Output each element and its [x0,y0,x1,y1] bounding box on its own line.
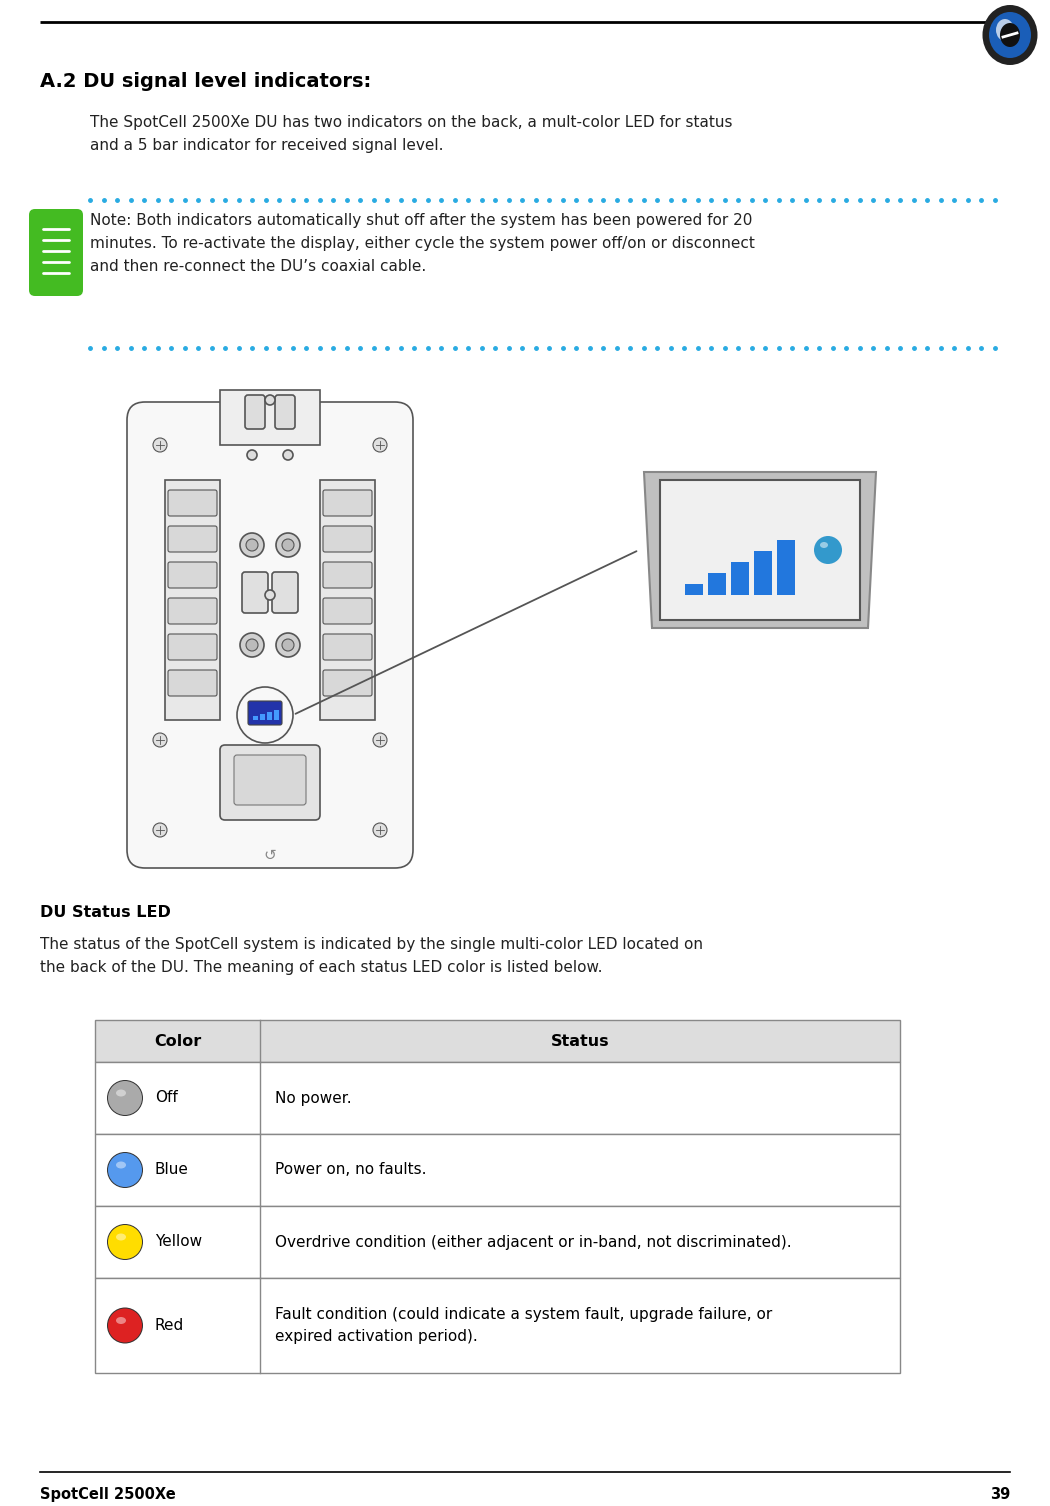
Ellipse shape [1000,23,1020,47]
FancyBboxPatch shape [168,598,217,623]
Circle shape [107,1080,143,1116]
Bar [220,390,320,444]
FancyBboxPatch shape [168,489,217,517]
Bar [253,715,258,720]
Text: Overdrive condition (either adjacent or in-band, not discriminated).: Overdrive condition (either adjacent or … [275,1235,792,1250]
Circle shape [107,1224,143,1261]
Text: ↺: ↺ [264,848,276,863]
Text: A.2 DU signal level indicators:: A.2 DU signal level indicators: [40,72,372,90]
Ellipse shape [996,20,1014,41]
FancyBboxPatch shape [323,598,372,623]
Circle shape [276,533,300,557]
Text: Power on, no faults.: Power on, no faults. [275,1163,426,1178]
Ellipse shape [989,12,1031,59]
Text: SpotCell 2500Xe: SpotCell 2500Xe [40,1486,175,1501]
Text: Red: Red [155,1318,184,1333]
Text: No power.: No power. [275,1090,352,1105]
Bar [685,584,704,595]
Circle shape [153,822,167,837]
Circle shape [276,633,300,657]
Bar [165,480,220,720]
Circle shape [247,450,257,459]
Bar [320,480,375,720]
Circle shape [265,395,275,405]
Bar [274,709,279,720]
FancyBboxPatch shape [168,526,217,553]
Circle shape [240,633,264,657]
Circle shape [373,438,387,452]
FancyBboxPatch shape [275,395,295,429]
FancyBboxPatch shape [168,562,217,587]
Circle shape [282,639,294,651]
Circle shape [108,1309,142,1342]
Circle shape [284,450,293,459]
Bar [94,1062,900,1134]
Text: Status: Status [550,1033,609,1048]
Circle shape [282,539,294,551]
FancyBboxPatch shape [323,670,372,696]
Ellipse shape [116,1233,126,1241]
Text: Blue: Blue [155,1163,189,1178]
Text: Color: Color [154,1033,202,1048]
Bar [94,1134,900,1206]
Ellipse shape [983,5,1037,65]
Bar [94,1020,900,1062]
Circle shape [153,438,167,452]
FancyBboxPatch shape [29,209,83,297]
Circle shape [108,1224,142,1259]
FancyBboxPatch shape [168,634,217,660]
Text: Off: Off [155,1090,177,1105]
FancyBboxPatch shape [323,634,372,660]
Text: The status of the SpotCell system is indicated by the single multi-color LED loc: The status of the SpotCell system is ind… [40,937,704,974]
Ellipse shape [116,1089,126,1096]
FancyBboxPatch shape [245,395,265,429]
Text: The SpotCell 2500Xe DU has two indicators on the back, a mult-color LED for stat: The SpotCell 2500Xe DU has two indicator… [90,114,733,152]
Text: Note: Both indicators automatically shut off after the system has been powered f: Note: Both indicators automatically shut… [90,212,755,274]
FancyBboxPatch shape [272,572,298,613]
FancyBboxPatch shape [323,526,372,553]
Text: DU Status LED: DU Status LED [40,905,171,920]
Circle shape [246,539,258,551]
FancyBboxPatch shape [242,572,268,613]
Bar [94,1279,900,1373]
Circle shape [108,1081,142,1114]
Circle shape [107,1152,143,1188]
Circle shape [246,639,258,651]
Bar [660,480,860,620]
FancyBboxPatch shape [248,700,282,724]
FancyBboxPatch shape [220,745,320,819]
Ellipse shape [116,1161,126,1169]
Bar [777,541,795,595]
Ellipse shape [116,1318,126,1324]
Circle shape [265,590,275,599]
Text: Fault condition (could indicate a system fault, upgrade failure, or
expired acti: Fault condition (could indicate a system… [275,1307,772,1343]
Bar [731,562,749,595]
Circle shape [373,822,387,837]
FancyBboxPatch shape [323,562,372,587]
Bar [260,714,265,720]
Circle shape [814,536,842,565]
Circle shape [373,733,387,747]
Bar [267,712,272,720]
FancyBboxPatch shape [168,670,217,696]
Circle shape [107,1307,143,1343]
Circle shape [240,533,264,557]
Circle shape [153,733,167,747]
Text: Yellow: Yellow [155,1235,202,1250]
FancyBboxPatch shape [234,755,306,806]
Bar [708,572,726,595]
Bar [94,1206,900,1279]
FancyBboxPatch shape [127,402,413,867]
Ellipse shape [820,542,828,548]
Text: 39: 39 [990,1486,1010,1501]
Bar [754,551,772,595]
Circle shape [108,1154,142,1187]
Polygon shape [644,471,876,628]
FancyBboxPatch shape [323,489,372,517]
